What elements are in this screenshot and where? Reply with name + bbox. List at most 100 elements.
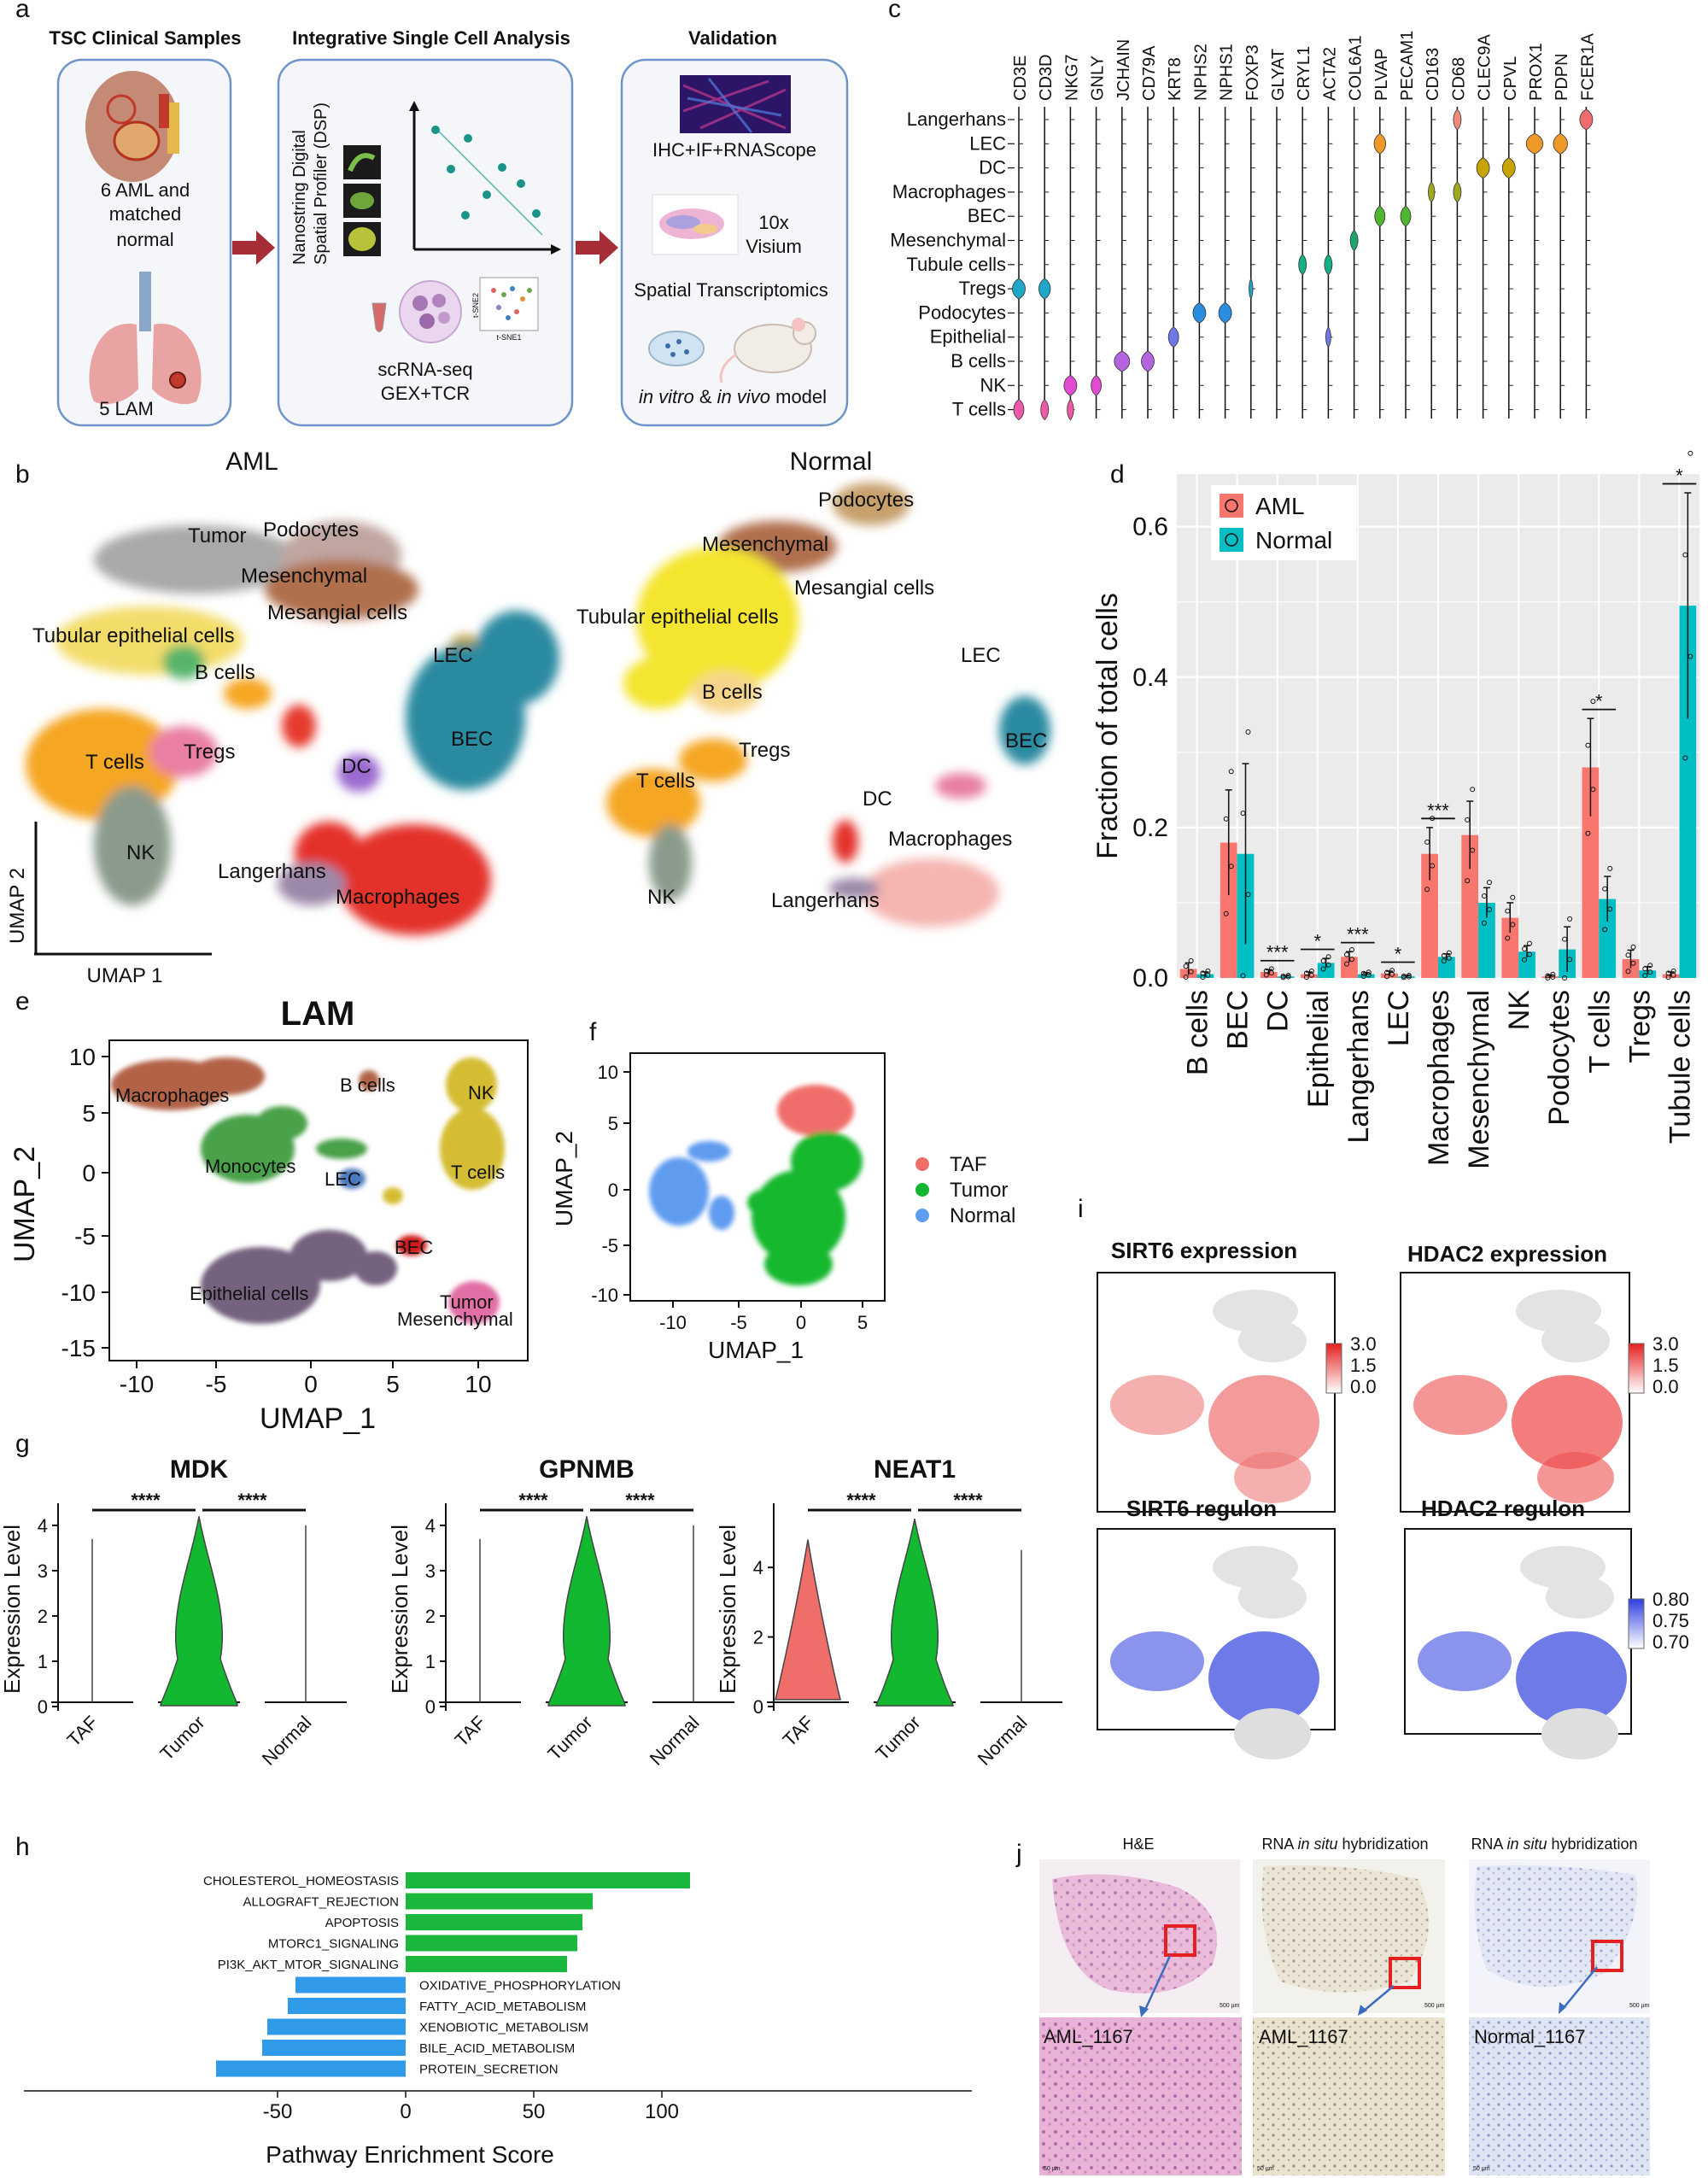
- violin-shape: [1012, 278, 1026, 300]
- lam-umap-axes: -10 -5 0 5 10 10 5 0 -5 -10 -15: [61, 1044, 492, 1397]
- violin-shape: [1453, 181, 1462, 203]
- j-scale-1: 500 µm: [1220, 2003, 1240, 2009]
- violin-gene-label: NPHS1: [1218, 44, 1237, 101]
- lam-label-epithelial: Epithelial cells: [190, 1283, 308, 1304]
- bar-d-xtick: NK: [1503, 990, 1535, 1031]
- e-xtick-label: 10: [465, 1371, 491, 1397]
- g-xtick-label: TAF: [63, 1712, 102, 1751]
- bar-d-sig-label: *: [1313, 931, 1321, 952]
- violin-gene-label: CD163: [1424, 48, 1442, 101]
- violin-shape: [1218, 302, 1232, 324]
- violin-gene-label: NPHS2: [1191, 44, 1210, 101]
- lam-title: LAM: [281, 995, 355, 1033]
- bar-d-point: [1550, 971, 1556, 977]
- bar-d-point: [1389, 968, 1395, 974]
- bar-d-point: [1590, 699, 1596, 705]
- g-ytick-label: 4: [38, 1515, 48, 1537]
- j-roi-box-2: [1389, 1957, 1421, 1989]
- g-ytick-label: 2: [753, 1627, 763, 1648]
- lam-label-macrophages: Macrophages: [115, 1085, 229, 1106]
- violin-gene-label: FCER1A: [1578, 32, 1597, 101]
- f-xtick-label: -10: [659, 1312, 687, 1333]
- bar-d-point: [1308, 969, 1314, 975]
- scatter-icon: [409, 101, 561, 255]
- j-scale-small-1: 50 µm: [1044, 2166, 1061, 2172]
- violin-celltype-label: NK: [980, 374, 1006, 395]
- box1-line2: matched: [109, 203, 181, 225]
- e-xtick-label: 0: [304, 1371, 318, 1397]
- panel-i: i SIRT6 expression HDAC2 expression SIRT…: [1078, 1195, 1689, 1759]
- violin-shape: [1038, 278, 1051, 300]
- bar-d-point: [1446, 950, 1452, 956]
- lam-xlabel: UMAP_1: [260, 1402, 376, 1435]
- bar-d-legend-swatch: [1220, 528, 1243, 552]
- hdac2-reg-colorbar-tick: 0.80: [1652, 1589, 1689, 1610]
- violin-shape: [1114, 350, 1131, 372]
- f-xlabel: UMAP_1: [708, 1337, 804, 1363]
- aml-umap-clusters: [26, 521, 559, 935]
- bar-d-point: [1245, 729, 1251, 735]
- g-violin-taf: [775, 1539, 841, 1701]
- box3-vis1: 10x: [758, 212, 788, 233]
- sirt6-expr-colorbar-tick: 1.5: [1350, 1355, 1377, 1376]
- g-xtick-label: TAF: [779, 1712, 818, 1751]
- g-violin-tumor: [875, 1519, 954, 1707]
- j-rish1-zoom: [1253, 2017, 1445, 2175]
- violin-gene-label: PROX1: [1527, 43, 1546, 101]
- j-sample-3: Normal_1167: [1474, 2026, 1585, 2047]
- j-arrow-2: [1362, 1985, 1395, 2012]
- tsne1-label: t-SNE1: [496, 333, 521, 342]
- i-colorbars: 3.01.50.03.01.50.00.800.750.70: [1325, 1333, 1689, 1653]
- bar-d-point: [1441, 952, 1447, 958]
- aml-label-tubular: Tubular epithelial cells: [32, 624, 235, 647]
- bar-d-point: [1348, 957, 1354, 963]
- h-bar-label: FATTY_ACID_METABOLISM: [419, 1999, 586, 2014]
- g-violin-plots: MDK 0 1 2 3 4 Expression Level **** **** TAF Tumor…: [0, 1455, 1062, 1770]
- violin-gene-label: CLEC9A: [1476, 34, 1494, 101]
- bar-d-xtick: Podocytes: [1543, 990, 1576, 1126]
- f-xtick-label: 0: [796, 1312, 806, 1333]
- pathway-enrichment-chart: CHOLESTEROL_HOMEOSTASIS ALLOGRAFT_REJECTI…: [24, 1872, 972, 2168]
- cell-fraction-bar-chart: 0.0 0.2 0.4 0.6 Fraction of total cells B cel…: [1091, 450, 1699, 1169]
- panel-f: f -10 -5 0 5 10 5 0 -5 -10 UMAP_1 UMAP_2 TAF Tumo…: [551, 1018, 1015, 1363]
- lam-cluster-labels: Macrophages B cells NK Monocytes LEC T c…: [115, 1074, 513, 1330]
- bar-d-point: [1688, 450, 1693, 456]
- i-umaps: [1110, 1290, 1627, 1759]
- aml-label-langerhans: Langerhans: [218, 860, 326, 883]
- violin-shape: [1324, 254, 1333, 276]
- violin-shape: [1167, 326, 1179, 348]
- bar-d-point: [1642, 973, 1648, 979]
- bar-d-point: [1522, 957, 1528, 963]
- sirt6-expr-colorbar-gradient: [1325, 1343, 1342, 1394]
- bar-d-point: [1545, 973, 1551, 979]
- i-umap-cluster: [1208, 1375, 1319, 1469]
- f-xtick-label: -5: [730, 1312, 747, 1333]
- box3-st: Spatial Transcriptomics: [634, 279, 828, 301]
- normal-label-tubular: Tubular epithelial cells: [576, 606, 779, 629]
- bar-d-point: [1366, 972, 1372, 978]
- j-scale-3: 500 µm: [1629, 2003, 1650, 2009]
- bar-d-point: [1424, 887, 1430, 893]
- box1-lam: 5 LAM: [99, 398, 154, 419]
- violin-shape: [1579, 108, 1594, 131]
- g-ytick-label: 2: [38, 1606, 48, 1627]
- bar-d-point: [1481, 893, 1487, 899]
- bar-d-point: [1223, 816, 1229, 822]
- bar-d-point: [1360, 970, 1366, 976]
- g-ytick-label: 2: [425, 1606, 436, 1627]
- marker-violin-plot: CD3E CD3D NKG7 GNLY JCHAIN CD79A KRT8 NPHS2 NPHS…: [890, 31, 1597, 421]
- bar-d-point: [1401, 973, 1407, 979]
- h-xtick-label: 50: [523, 2100, 546, 2123]
- aml-label-mesenchymal: Mesenchymal: [241, 565, 367, 588]
- i-umap-grey: [1546, 1576, 1614, 1619]
- f-ylabel: UMAP_2: [551, 1131, 577, 1227]
- violin-gene-label: NKG7: [1062, 55, 1081, 101]
- bar-d-point: [1470, 787, 1476, 793]
- g-ytick-label: 4: [753, 1557, 763, 1578]
- g-violin-tumor: [160, 1516, 238, 1707]
- bar-d-point: [1545, 975, 1551, 981]
- e-xtick-label: -5: [206, 1371, 227, 1397]
- bar-d-bar-aml: [1501, 917, 1519, 978]
- g-violin-title: NEAT1: [874, 1455, 956, 1484]
